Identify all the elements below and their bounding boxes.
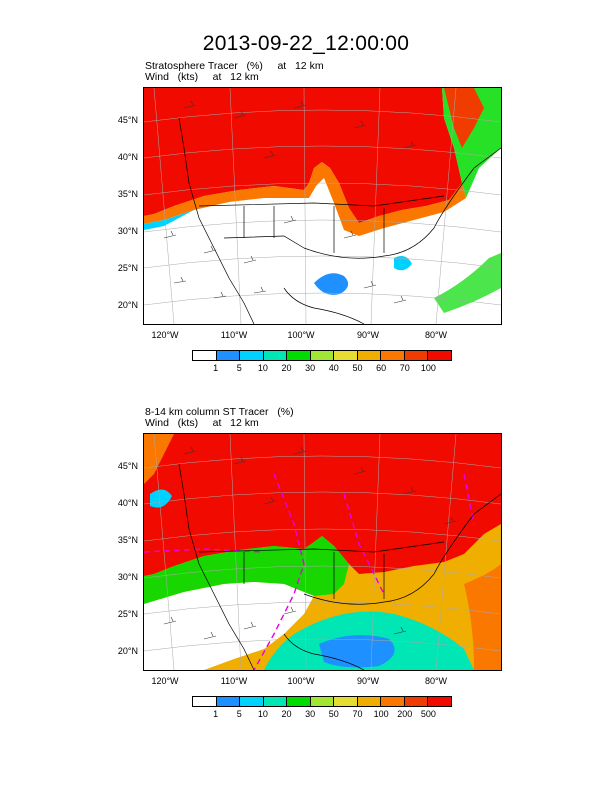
colorbar-tick-label: 500 bbox=[420, 709, 436, 719]
panel1-map-svg bbox=[144, 88, 501, 324]
panel2-lon-100: 100°W bbox=[287, 676, 315, 686]
tracer-patch-2 bbox=[394, 256, 412, 271]
colorbar-tick-label: 70 bbox=[399, 363, 410, 373]
panel2-lon-80: 80°W bbox=[424, 676, 448, 686]
tracer-nw-orange bbox=[144, 434, 174, 484]
panel1-cbar-swatch bbox=[216, 351, 241, 360]
wind-barbs bbox=[163, 100, 417, 304]
colorbar-tick-label: 5 bbox=[236, 709, 242, 719]
colorbar-tick-label: 20 bbox=[281, 363, 292, 373]
panel1-lat-30: 30°N bbox=[117, 226, 138, 236]
tracer-patch-1 bbox=[314, 273, 349, 295]
panel1-lon-110: 110°W bbox=[220, 330, 248, 340]
tracer-patch-3 bbox=[434, 253, 501, 313]
panel1-map bbox=[143, 87, 502, 325]
panel1-colorbar bbox=[192, 350, 452, 361]
panel2-lat-35: 35°N bbox=[117, 535, 138, 545]
panel1-subtitle-line2: Wind (kts) at 12 km bbox=[145, 71, 259, 83]
panel2-cbar-swatch bbox=[263, 697, 288, 706]
panel1-lon-80: 80°W bbox=[424, 330, 448, 340]
panel2-lat-20: 20°N bbox=[117, 646, 138, 656]
panel2-subtitle-line1: 8-14 km column ST Tracer (%) bbox=[145, 406, 294, 418]
panel1-cbar-swatch bbox=[357, 351, 382, 360]
panel2-cbar-swatch bbox=[310, 697, 335, 706]
panel2-cbar-swatch bbox=[240, 697, 264, 706]
colorbar-tick-label: 50 bbox=[328, 709, 339, 719]
tracer-ne-red bbox=[444, 88, 484, 148]
panel2-map-svg bbox=[144, 434, 501, 670]
panel1-cbar-swatch bbox=[263, 351, 288, 360]
tracer-low-white bbox=[144, 582, 314, 670]
panel1-cbar-swatch bbox=[310, 351, 335, 360]
tracer-patch-pacific bbox=[150, 489, 172, 508]
panel1-lat-40: 40°N bbox=[117, 152, 138, 162]
panel2-cbar-swatch bbox=[381, 697, 405, 706]
panel2-subtitle-line2: Wind (kts) at 12 km bbox=[145, 417, 259, 429]
panel1-lat-25: 25°N bbox=[117, 263, 138, 273]
panel1-cbar-swatch bbox=[334, 351, 358, 360]
main-title: 2013-09-22_12:00:00 bbox=[202, 32, 410, 55]
panel1-cbar-swatch bbox=[428, 351, 452, 360]
panel2-cbar-swatch bbox=[287, 697, 311, 706]
colorbar-tick-label: 1 bbox=[213, 363, 219, 373]
panel2-lon-90: 90°W bbox=[356, 676, 380, 686]
colorbar-tick-label: 5 bbox=[236, 363, 242, 373]
colorbar-tick-label: 60 bbox=[376, 363, 387, 373]
colorbar-tick-label: 40 bbox=[328, 363, 339, 373]
tracer-high-region bbox=[144, 434, 501, 576]
panel2-lat-25: 25°N bbox=[117, 609, 138, 619]
panel2-lat-40: 40°N bbox=[117, 498, 138, 508]
colorbar-tick-label: 30 bbox=[305, 363, 316, 373]
panel2-cbar-swatch bbox=[193, 697, 217, 706]
panel1-cbar-swatch bbox=[240, 351, 264, 360]
panel1-subtitle-line1: Stratosphere Tracer (%) at 12 km bbox=[145, 60, 324, 72]
colorbar-tick-label: 20 bbox=[281, 709, 292, 719]
colorbar-tick-label: 1 bbox=[213, 709, 219, 719]
tracer-green-band bbox=[144, 536, 349, 604]
tracer-high-region bbox=[144, 88, 462, 223]
panel2-lon-120: 120°W bbox=[151, 676, 179, 686]
wind-barbs bbox=[163, 446, 457, 640]
panel2-lat-45: 45°N bbox=[117, 461, 138, 471]
panel2-map bbox=[143, 433, 502, 671]
panel1-cbar-swatch bbox=[193, 351, 217, 360]
panel2-cbar-swatch bbox=[428, 697, 452, 706]
tracer-edge-orange bbox=[144, 162, 466, 236]
colorbar-tick-label: 100 bbox=[373, 709, 389, 719]
panel2-lon-110: 110°W bbox=[220, 676, 248, 686]
panel1-lon-90: 90°W bbox=[356, 330, 380, 340]
colorbar-tick-label: 200 bbox=[397, 709, 413, 719]
tracer-edge-cyan-w bbox=[144, 210, 194, 230]
panel2-lat-30: 30°N bbox=[117, 572, 138, 582]
colorbar-tick-label: 50 bbox=[352, 363, 363, 373]
panel1-cbar-swatch bbox=[287, 351, 311, 360]
panel2-cbar-swatch bbox=[404, 697, 429, 706]
panel1-lat-20: 20°N bbox=[117, 300, 138, 310]
panel2-cbar-swatch bbox=[357, 697, 382, 706]
panel1-cbar-swatch bbox=[381, 351, 405, 360]
panel1-lat-35: 35°N bbox=[117, 189, 138, 199]
graticule bbox=[144, 434, 501, 670]
panel1-cbar-swatch bbox=[404, 351, 429, 360]
colorbar-tick-label: 30 bbox=[305, 709, 316, 719]
coastlines bbox=[178, 117, 501, 324]
tracer-gulf-blue bbox=[319, 635, 395, 668]
colorbar-tick-label: 70 bbox=[352, 709, 363, 719]
panel2-cbar-swatch bbox=[216, 697, 241, 706]
panel1-lon-100: 100°W bbox=[287, 330, 315, 340]
panel1-lat-45: 45°N bbox=[117, 115, 138, 125]
colorbar-tick-label: 10 bbox=[257, 363, 268, 373]
coastlines bbox=[178, 463, 501, 670]
panel2-cbar-swatch bbox=[334, 697, 358, 706]
colorbar-tick-label: 100 bbox=[420, 363, 436, 373]
panel1-lon-120: 120°W bbox=[151, 330, 179, 340]
tracer-atlantic-orange bbox=[464, 564, 501, 670]
panel2-colorbar bbox=[192, 696, 452, 707]
colorbar-tick-label: 10 bbox=[257, 709, 268, 719]
